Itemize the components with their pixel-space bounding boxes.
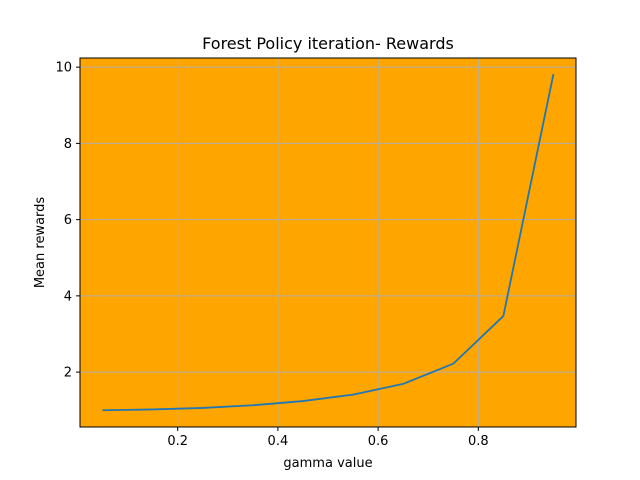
grid bbox=[80, 58, 576, 427]
series-layer bbox=[102, 73, 555, 412]
plot-frame bbox=[79, 57, 577, 428]
y-tick-label: 4 bbox=[64, 289, 72, 304]
x-tick-label: 0.2 bbox=[167, 434, 188, 449]
y-tick-label: 2 bbox=[64, 366, 72, 381]
x-tick-label: 0.6 bbox=[368, 434, 389, 449]
y-axis: 2 4 6 8 10 bbox=[55, 61, 80, 381]
x-tick-label: 0.4 bbox=[268, 434, 289, 449]
y-tick-label: 10 bbox=[55, 61, 72, 76]
series-line bbox=[102, 73, 555, 412]
x-axis-label: gamma value bbox=[283, 456, 372, 471]
chart-title: Forest Policy iteration- Rewards bbox=[202, 34, 454, 53]
y-tick-label: 8 bbox=[64, 137, 72, 152]
y-axis-label: Mean rewards bbox=[33, 197, 48, 289]
x-axis: 0.2 0.4 0.6 0.8 bbox=[167, 427, 489, 449]
x-tick-label: 0.8 bbox=[468, 434, 489, 449]
plot-area bbox=[80, 58, 576, 427]
y-tick-label: 6 bbox=[64, 213, 72, 228]
